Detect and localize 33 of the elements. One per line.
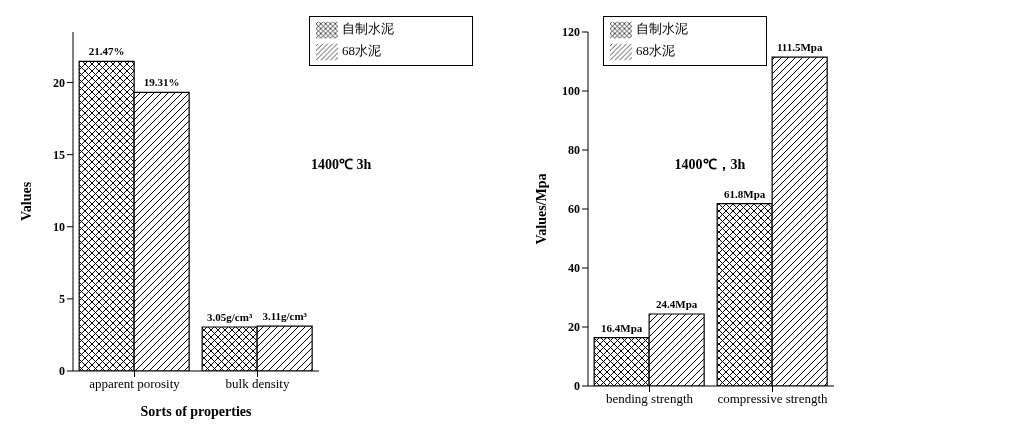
y-tick-label: 60 <box>568 202 580 217</box>
annotation: 1400℃，3h <box>674 156 746 175</box>
y-axis-title: Values <box>18 181 34 222</box>
y-tick-label: 0 <box>59 364 65 379</box>
y-axis-title: Values/Mpa <box>533 173 549 245</box>
legend-label: 68水泥 <box>342 42 381 58</box>
y-tick-label: 15 <box>53 147 65 162</box>
y-tick-label: 20 <box>53 75 65 90</box>
x-axis-title: Sorts of properties <box>140 404 253 419</box>
x-tick-label: bulk density <box>225 376 290 392</box>
y-tick-label: 5 <box>59 292 65 307</box>
y-tick-label: 100 <box>562 84 580 99</box>
y-tick-label: 80 <box>568 143 580 158</box>
x-tick-label: apparent porosity <box>89 376 181 392</box>
annotation: 1400℃ 3h <box>311 156 372 174</box>
data-label: 24.4Mpa <box>656 298 698 311</box>
data-label: 16.4Mpa <box>601 321 643 334</box>
x-tick-label: bending strength <box>605 391 694 407</box>
y-tick-label: 0 <box>574 379 580 394</box>
y-tick-label: 10 <box>53 220 65 234</box>
data-label: 21.47% <box>88 45 125 58</box>
legend-label: 68水泥 <box>636 42 675 58</box>
y-tick-label: 20 <box>568 320 580 335</box>
legend-label: 自制水泥 <box>636 20 688 36</box>
y-tick-label: 40 <box>568 261 580 276</box>
x-tick-label: compressive strength <box>717 391 829 407</box>
data-label: 61.8Mpa <box>724 187 766 200</box>
data-label: 3.11g/cm³ <box>262 310 308 323</box>
y-tick-label: 120 <box>562 25 580 40</box>
data-label: 3.05g/cm³ <box>207 311 253 323</box>
legend-label: 自制水泥 <box>342 20 394 36</box>
data-label: 111.5Mpa <box>776 41 823 54</box>
data-label: 19.31% <box>143 76 180 89</box>
